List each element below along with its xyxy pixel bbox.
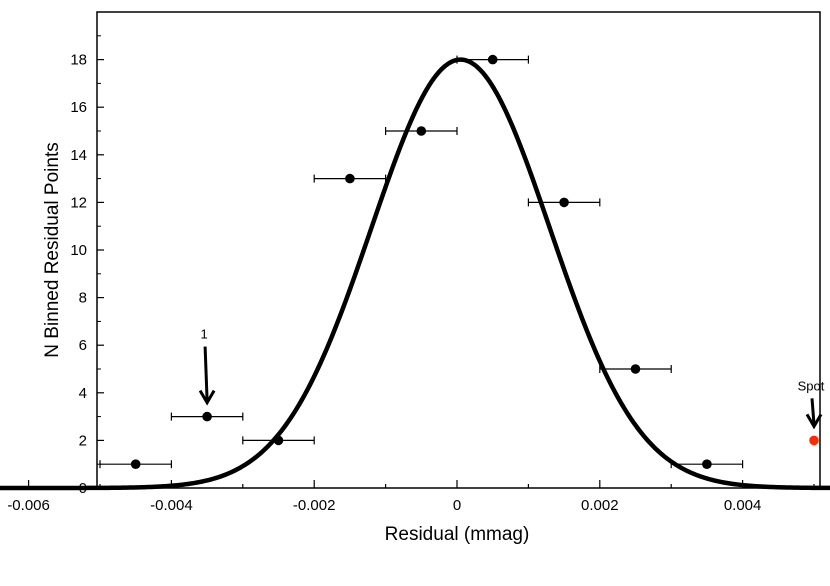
data-point	[416, 126, 427, 136]
data-point	[345, 173, 355, 184]
y-tick-label: 4	[79, 385, 87, 402]
gaussian-fit-curve	[0, 57, 830, 491]
x-axis-label: Residual (mmag)	[385, 524, 530, 545]
y-tick-label: 18	[70, 52, 87, 69]
x-tick-label: -0.002	[293, 497, 336, 514]
plot-frame	[96, 11, 821, 489]
y-tick-label: 12	[70, 194, 87, 211]
data-point	[630, 364, 641, 374]
y-tick-label: 16	[70, 99, 87, 116]
y-tick-label: 2	[79, 432, 87, 449]
data-point	[202, 411, 212, 422]
x-tick-label: -0.004	[150, 497, 193, 514]
x-tick-label: 0.004	[724, 497, 762, 514]
annotation-label: Spot	[798, 378, 825, 393]
annotation-arrow-shaft	[810, 398, 816, 425]
annotation-arrow-head	[198, 389, 216, 406]
data-point	[559, 197, 569, 208]
error-bars	[99, 55, 744, 469]
data-point	[273, 435, 284, 446]
y-tick-label: 10	[70, 242, 87, 259]
annotation-label: 1	[200, 327, 207, 342]
annotations: 1 Spot	[198, 327, 825, 430]
x-tick-label: -0.006	[7, 497, 50, 514]
data-points	[130, 54, 819, 470]
y-tick-label: 8	[79, 290, 87, 307]
y-tick-label: 14	[70, 147, 87, 164]
data-point	[487, 54, 498, 65]
x-tick-label: 0.002	[581, 497, 619, 514]
spot-point	[809, 435, 819, 446]
x-tick-label: 0	[453, 497, 461, 514]
data-point	[702, 459, 712, 470]
data-point	[130, 459, 141, 470]
annotation-arrow-head	[805, 413, 823, 430]
y-axis-label: N Binned Residual Points	[42, 142, 63, 357]
y-tick-label: 6	[79, 337, 87, 354]
annotation-arrow-shaft	[203, 346, 209, 401]
